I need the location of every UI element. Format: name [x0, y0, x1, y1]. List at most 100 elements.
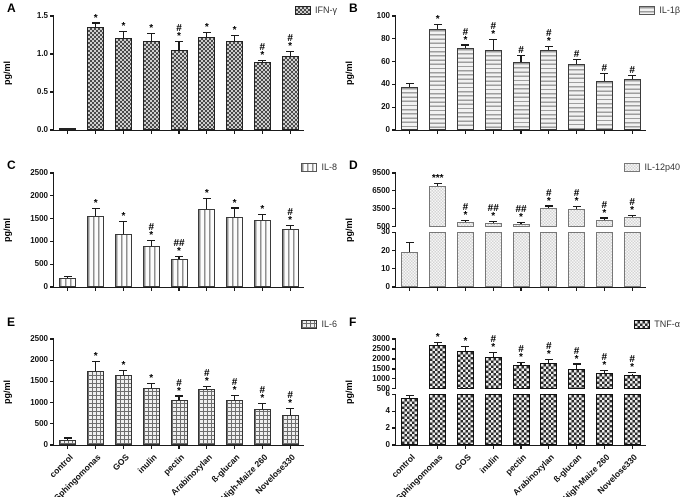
significance-annotation: *: [204, 188, 209, 199]
bar: [226, 400, 244, 445]
legend-label: TNF-α: [654, 319, 680, 329]
bar: [142, 245, 160, 287]
y-tick-label: 30: [381, 227, 390, 237]
y-tick: [50, 402, 54, 404]
legend-swatch-icon: [634, 319, 651, 329]
significance-annotation: *: [204, 21, 209, 33]
error-bar-cap: [230, 395, 239, 397]
y-axis-line-upper: [395, 173, 397, 227]
x-tick: [261, 445, 263, 449]
legend-label: IL-6: [321, 319, 337, 329]
panel-letter: B: [349, 1, 358, 15]
legend-swatch-icon: [639, 5, 656, 15]
x-tick: [122, 287, 125, 291]
x-tick: [603, 130, 605, 134]
y-tick-label: 4: [385, 406, 390, 416]
bar-lower-segment: [568, 232, 586, 287]
bar-lower-segment: [456, 232, 474, 287]
error-bar-cap: [63, 275, 72, 277]
significance-annotation: # *: [462, 201, 469, 221]
y-tick-label: 1500: [30, 213, 48, 223]
x-tick: [631, 287, 633, 291]
y-tick: [392, 129, 396, 131]
bar: [87, 370, 105, 445]
error-bar-stem: [575, 206, 578, 210]
error-bar-stem: [261, 60, 263, 63]
error-bar-cap: [258, 59, 267, 61]
error-bar-stem: [95, 362, 97, 371]
significance-annotation: *: [149, 23, 154, 35]
error-bar-cap: [600, 369, 609, 371]
panel-letter: F: [349, 315, 357, 329]
error-bar-cap: [147, 240, 156, 242]
error-bar-stem: [492, 39, 494, 51]
error-bar-stem: [437, 342, 439, 345]
y-tick-label: 0: [385, 440, 390, 449]
error-bar-cap: [600, 72, 609, 75]
x-tick: [548, 130, 550, 134]
bar: [87, 215, 105, 287]
y-tick: [50, 263, 54, 265]
legend-swatch-icon: [624, 162, 641, 172]
error-bar-cap: [405, 395, 414, 397]
bar-lower-segment: [540, 232, 558, 287]
plot-area: pg/ml 0 20 40 60 80 100 * # * # * # # * # # #: [344, 11, 646, 134]
error-bar-cap: [517, 54, 525, 56]
bar-upper-segment: [568, 209, 586, 227]
bar-lower-segment: [512, 232, 530, 287]
y-tick: [392, 268, 396, 270]
error-bar-cap: [433, 23, 442, 26]
x-tick: [631, 130, 633, 134]
error-bar-stem: [289, 51, 291, 56]
x-tick: [206, 287, 208, 291]
x-tick: [95, 445, 97, 449]
y-tick-label: 3000: [372, 334, 390, 343]
y-tick-label: 500: [376, 221, 390, 231]
error-bar-cap: [119, 30, 128, 32]
error-bar-stem: [178, 396, 180, 400]
error-bar-cap: [119, 370, 128, 372]
error-bar-stem: [289, 409, 291, 415]
bar: [540, 50, 558, 130]
error-bar-stem: [603, 74, 605, 81]
y-tick: [392, 249, 396, 252]
error-bar-stem: [520, 223, 522, 224]
error-bar-cap: [461, 44, 470, 46]
bar: [401, 86, 419, 130]
y-tick-label: 6500: [372, 185, 390, 195]
y-tick-label: 500: [376, 383, 390, 393]
legend: TNF-α: [634, 319, 680, 329]
bar: [401, 397, 419, 445]
error-bar-stem: [520, 362, 522, 365]
y-tick: [392, 231, 396, 233]
x-tick: [631, 445, 633, 449]
y-tick: [392, 190, 396, 192]
y-axis-line-upper: [395, 339, 397, 389]
bar: [484, 50, 502, 130]
significance-annotation: *: [121, 360, 126, 372]
error-bar-cap: [628, 75, 637, 77]
error-bar-cap: [489, 38, 498, 40]
y-tick-label: 40: [381, 79, 390, 89]
y-tick-label: 10: [381, 263, 390, 273]
x-tick: [464, 445, 467, 449]
error-bar-cap: [258, 214, 267, 216]
bar-upper-segment: [484, 356, 502, 389]
significance-annotation: ***: [431, 173, 444, 185]
y-axis-label: pg/ml: [344, 61, 354, 85]
plot-area: pg/ml 0 500 1000 1500 2000 2500 * * # * ## * * * * # *: [2, 168, 304, 291]
panel-f-tnf-alpha: F TNF-α pg/ml 0 2 4 6 500 1000 1500 2000 2500 300…: [342, 314, 685, 497]
error-bar-stem: [178, 257, 180, 260]
plot-area: pg/ml 0.0 0.5 1.0 1.5 * * * # * * * # * # *: [2, 11, 304, 134]
x-tick: [150, 287, 152, 291]
significance-annotation: #: [601, 63, 608, 75]
bar: [170, 399, 188, 445]
x-tick: [520, 287, 522, 291]
x-tick: [575, 287, 578, 291]
error-bar-stem: [409, 243, 411, 253]
error-bar-stem: [603, 218, 605, 220]
y-tick-label: 60: [381, 56, 390, 66]
y-tick: [392, 368, 396, 370]
y-tick: [392, 38, 396, 40]
bar-upper-segment: [540, 362, 558, 389]
